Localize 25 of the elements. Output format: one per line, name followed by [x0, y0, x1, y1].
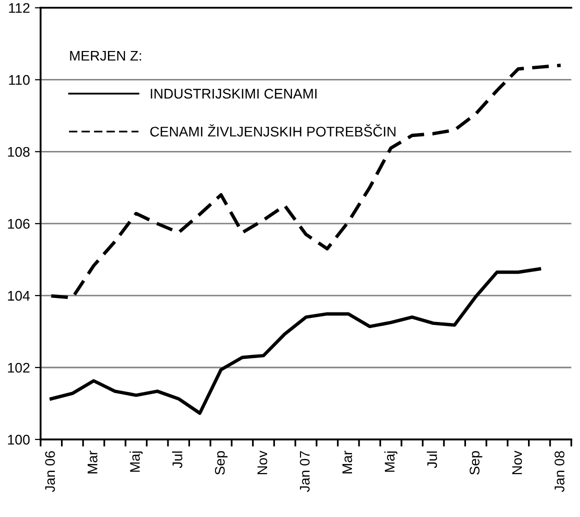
x-tick-label: Jul — [426, 451, 438, 468]
x-tick-label: Nov — [512, 450, 522, 474]
y-tick-label: 100 — [8, 434, 30, 445]
x-tick-label: Jan 07 — [300, 451, 310, 492]
legend-title: MERJEN Z: — [70, 50, 142, 61]
y-tick-label: 106 — [8, 218, 30, 229]
x-tick-label: Sep — [214, 451, 228, 475]
y-tick-label: 102 — [8, 362, 30, 373]
x-tick-label: Maj — [384, 451, 398, 472]
x-tick-label: Jan 06 — [45, 451, 55, 492]
y-tick-label: 110 — [9, 75, 30, 85]
y-tick-label: 108 — [8, 146, 30, 157]
x-tick-label: Jan 08 — [554, 451, 564, 492]
x-tick-label: Nov — [258, 450, 268, 474]
x-tick-label: Mar — [342, 450, 352, 474]
line-series — [50, 267, 542, 415]
y-tick-label: 104 — [8, 290, 30, 301]
y-tick-label: 112 — [9, 3, 30, 13]
x-tick-label: Maj — [130, 451, 143, 472]
x-tick-label: Jul — [172, 451, 182, 468]
legend-label: INDUSTRIJSKIMI CENAMI — [150, 88, 317, 99]
line-series — [50, 64, 562, 300]
legend-label: CENAMI ŽIVLJENJSKIH POTREBŠČIN — [150, 124, 396, 137]
x-tick-label: Sep — [470, 451, 482, 475]
x-tick-label: Mar — [88, 450, 98, 474]
